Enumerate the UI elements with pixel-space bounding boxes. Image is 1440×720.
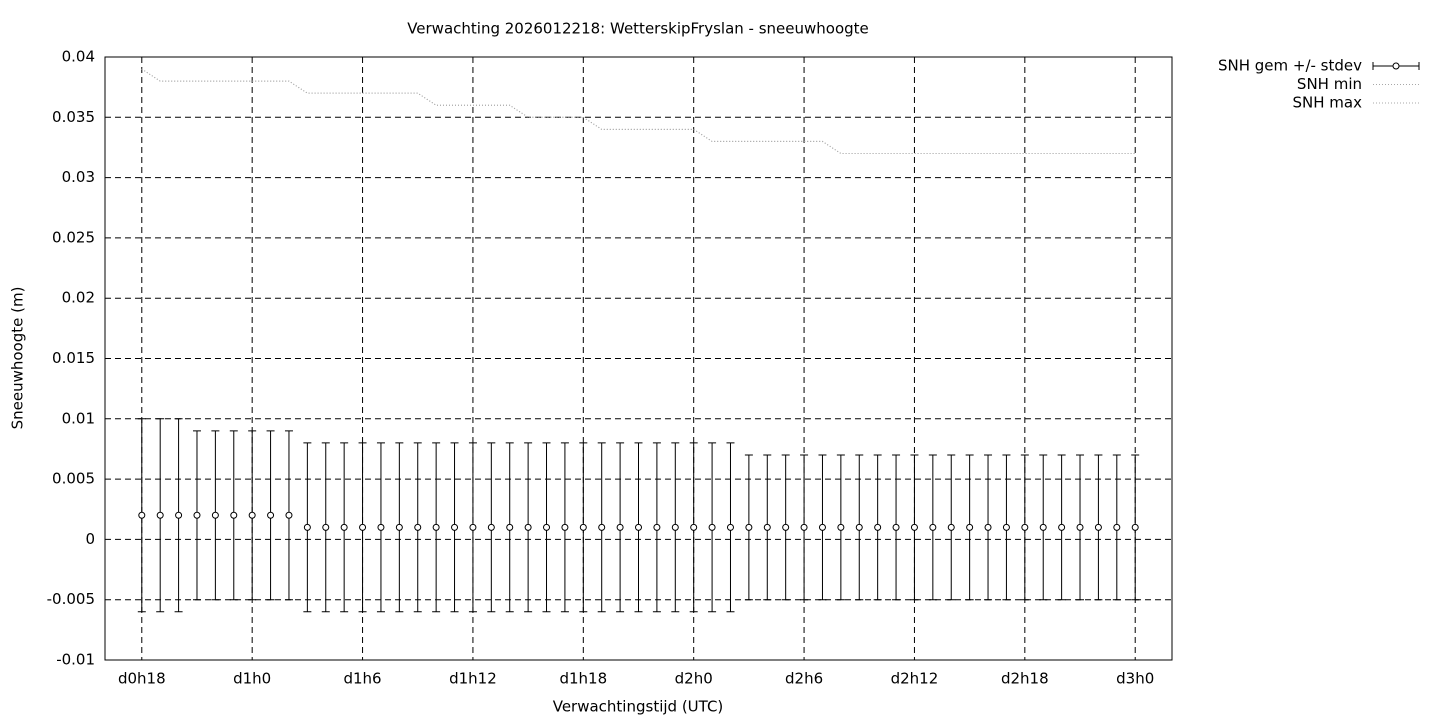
legend-swatch <box>1392 62 1400 70</box>
mean-point <box>929 523 937 531</box>
mean-point <box>635 523 642 531</box>
y-tick-label: -0.005 <box>47 590 95 608</box>
mean-point <box>1002 523 1010 531</box>
mean-point <box>708 523 716 531</box>
mean-point <box>910 523 918 531</box>
mean-point <box>285 511 293 519</box>
y-axis-label: Sneeuwhoogte (m) <box>9 287 27 430</box>
mean-point <box>690 523 698 531</box>
mean-point <box>138 511 146 519</box>
mean-point <box>248 511 256 519</box>
mean-point <box>653 523 661 531</box>
mean-point <box>432 523 440 531</box>
x-tick-label: d2h12 <box>891 670 939 688</box>
mean-point <box>487 523 495 531</box>
mean-point <box>193 511 201 519</box>
y-tick-label: 0.03 <box>62 168 95 186</box>
mean-point <box>1113 523 1121 531</box>
plot-frame <box>104 56 1173 661</box>
x-tick-label: d1h6 <box>343 670 381 688</box>
mean-point <box>1076 523 1084 531</box>
mean-point <box>874 523 882 531</box>
x-tick-label: d2h18 <box>1001 670 1049 688</box>
y-tick-label: 0.025 <box>52 228 95 246</box>
x-tick-label: d3h0 <box>1116 670 1154 688</box>
mean-point <box>506 523 514 531</box>
mean-point <box>267 511 275 519</box>
mean-point <box>616 523 624 531</box>
x-tick-label: d0h18 <box>118 670 166 688</box>
mean-point <box>230 511 238 519</box>
x-tick-label: d2h6 <box>785 670 823 688</box>
mean-point <box>156 511 164 519</box>
mean-point <box>579 523 587 531</box>
mean-point <box>451 523 459 531</box>
y-tick-label: -0.01 <box>56 651 95 669</box>
y-tick-label: 0.015 <box>52 349 95 367</box>
y-tick-label: 0 <box>85 530 95 548</box>
y-tick-label: 0.04 <box>62 48 95 66</box>
mean-point <box>782 523 790 531</box>
mean-point <box>543 523 551 531</box>
mean-point <box>837 523 845 531</box>
mean-point <box>800 523 808 531</box>
mean-point <box>1094 523 1102 531</box>
series-line <box>141 68 1136 154</box>
mean-point <box>359 523 367 531</box>
mean-point <box>1131 523 1139 531</box>
x-axis-label: Verwachtingstijd (UTC) <box>553 698 724 716</box>
mean-point <box>561 523 569 531</box>
mean-point <box>726 523 734 531</box>
mean-point <box>1021 523 1029 531</box>
mean-point <box>947 523 955 531</box>
mean-point <box>469 523 477 531</box>
y-tick-label: 0.02 <box>62 289 95 307</box>
y-tick-label: 0.01 <box>62 409 95 427</box>
x-tick-label: d1h12 <box>449 670 497 688</box>
y-tick-label: 0.005 <box>52 470 95 488</box>
legend-label: SNH min <box>1297 75 1362 93</box>
chart-title: Verwachting 2026012218: WetterskipFrysla… <box>407 20 869 38</box>
mean-point <box>818 523 826 531</box>
mean-point <box>1058 523 1066 531</box>
mean-point <box>395 523 403 531</box>
legend-label: SNH max <box>1293 94 1363 112</box>
mean-point <box>745 523 753 531</box>
series-line <box>141 68 1136 154</box>
mean-point <box>892 523 900 531</box>
mean-point <box>377 523 385 531</box>
mean-point <box>322 523 330 531</box>
mean-point <box>524 523 532 531</box>
mean-point <box>340 523 348 531</box>
x-tick-label: d1h18 <box>559 670 607 688</box>
mean-point <box>671 523 679 531</box>
mean-point <box>1039 523 1047 531</box>
mean-point <box>175 511 183 519</box>
x-tick-label: d1h0 <box>233 670 271 688</box>
mean-point <box>763 523 771 531</box>
mean-point <box>414 523 422 531</box>
mean-point <box>984 523 992 531</box>
mean-point <box>855 523 863 531</box>
mean-point <box>966 523 974 531</box>
y-tick-label: 0.035 <box>52 108 95 126</box>
mean-point <box>598 523 606 531</box>
x-tick-label: d2h0 <box>675 670 713 688</box>
mean-point <box>211 511 219 519</box>
mean-point <box>303 523 311 531</box>
legend-label: SNH gem +/- stdev <box>1218 57 1362 75</box>
